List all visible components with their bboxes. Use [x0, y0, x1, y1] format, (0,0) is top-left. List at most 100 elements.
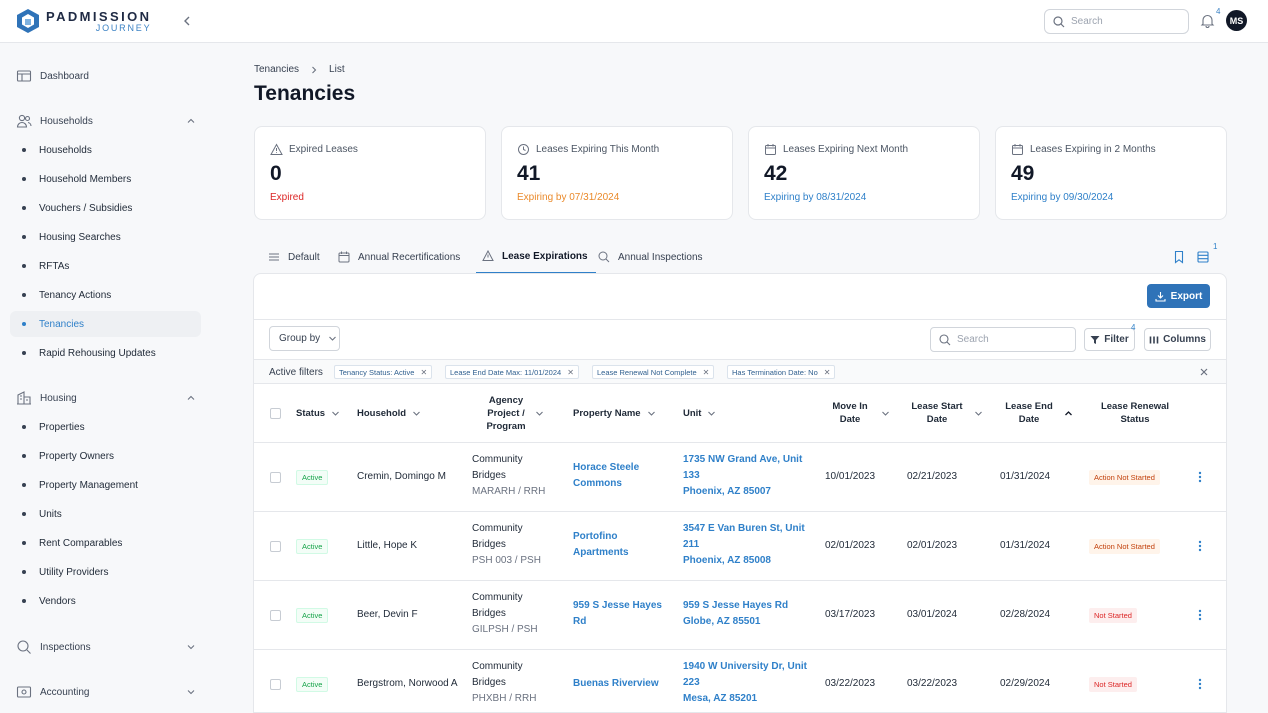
column-header-lease-start-date[interactable]: Lease Start Date	[906, 400, 983, 426]
close-icon[interactable]: ✕	[702, 367, 710, 377]
collapse-sidebar-icon[interactable]	[180, 14, 194, 28]
household-name: Beer, Devin F	[357, 609, 418, 620]
table-row[interactable]: Active Bergstrom, Norwood A Community Bri…	[254, 650, 1226, 712]
table-row[interactable]: Active Beer, Devin F Community Bridges GIL…	[254, 581, 1226, 650]
row-checkbox[interactable]	[270, 610, 281, 621]
sidebar-item-households[interactable]: Households	[10, 137, 201, 163]
column-header-agency-project-program[interactable]: Agency Project / Program	[483, 394, 544, 433]
bookmark-icon[interactable]	[1172, 250, 1186, 264]
filter-chip[interactable]: Lease Renewal Not Complete ✕	[592, 365, 715, 379]
calendar-icon	[1012, 144, 1023, 155]
property-link[interactable]: Buenas Riverview	[573, 676, 659, 692]
building-icon	[17, 391, 31, 405]
table-row[interactable]: Active Little, Hope K Community Bridges PS…	[254, 512, 1226, 581]
sidebar-item-tenancies[interactable]: Tenancies	[10, 311, 201, 337]
export-button[interactable]: Export	[1147, 284, 1210, 308]
global-search-input[interactable]	[1071, 16, 1171, 27]
unit-link[interactable]: 3547 E Van Buren St, Unit 211 Phoenix, AZ …	[683, 521, 805, 569]
card-expired-leases[interactable]: Expired Leases 0 Expired	[254, 126, 486, 220]
sidebar-item-dashboard[interactable]: Dashboard	[16, 66, 196, 86]
sidebar-section-accounting[interactable]: Accounting	[16, 682, 196, 702]
notifications-count: 4	[1216, 7, 1221, 16]
card-leases-expiring-next-month[interactable]: Leases Expiring Next Month 42 Expiring b…	[748, 126, 980, 220]
filter-icon	[1090, 335, 1100, 344]
unit-line: 211	[683, 539, 700, 550]
sidebar-item-vendors[interactable]: Vendors	[10, 588, 201, 614]
select-all-checkbox[interactable]	[270, 408, 281, 419]
logo[interactable]: PADMISSION JOURNEY	[16, 8, 151, 34]
sidebar-section-label: Inspections	[40, 641, 91, 653]
clear-filters-icon[interactable]	[1198, 366, 1210, 378]
row-checkbox[interactable]	[270, 541, 281, 552]
column-header-status[interactable]: Status	[296, 407, 340, 420]
filter-chip[interactable]: Tenancy Status: Active ✕	[334, 365, 433, 379]
avatar[interactable]: MS	[1226, 10, 1247, 31]
program-text: GILPSH / PSH	[472, 624, 538, 635]
unit-link[interactable]: 959 S Jesse Hayes Rd Globe, AZ 85501	[683, 598, 788, 630]
program-text: PHXBH / RRH	[472, 693, 537, 704]
property-link[interactable]: Portofino Apartments	[573, 529, 629, 561]
sidebar-item-properties[interactable]: Properties	[10, 414, 201, 440]
filter-chip-label: Has Termination Date: No	[732, 367, 818, 377]
saved-views-icon[interactable]	[1196, 250, 1210, 264]
sidebar-section-inspections[interactable]: Inspections	[16, 637, 196, 657]
property-link[interactable]: 959 S Jesse Hayes Rd	[573, 598, 662, 630]
sidebar-item-tenancy-actions[interactable]: Tenancy Actions	[10, 282, 201, 308]
column-header-lease-renewal-status[interactable]: Lease Renewal Status	[1096, 400, 1174, 426]
close-icon[interactable]: ✕	[420, 367, 428, 377]
column-header-move-in-date[interactable]: Move In Date	[825, 400, 890, 426]
row-checkbox[interactable]	[270, 472, 281, 483]
table-search[interactable]	[930, 327, 1076, 352]
tab-lease-expirations[interactable]: Lease Expirations	[476, 240, 596, 274]
more-vertical-icon[interactable]	[1194, 538, 1206, 554]
sidebar-section-housing[interactable]: Housing	[16, 388, 196, 408]
row-checkbox[interactable]	[270, 679, 281, 690]
sidebar-item-household-members[interactable]: Household Members	[10, 166, 201, 192]
sidebar-item-rent-comparables[interactable]: Rent Comparables	[10, 530, 201, 556]
sidebar-item-property-management[interactable]: Property Management	[10, 472, 201, 498]
property-link[interactable]: Horace Steele Commons	[573, 460, 639, 492]
filter-chip[interactable]: Lease End Date Max: 11/01/2024 ✕	[445, 365, 579, 379]
sidebar-item-utility-providers[interactable]: Utility Providers	[10, 559, 201, 585]
column-header-property-name[interactable]: Property Name	[573, 407, 656, 420]
sidebar-section-households[interactable]: Households	[16, 111, 196, 131]
columns-button[interactable]: Columns	[1144, 328, 1211, 351]
table-row[interactable]: Active Cremin, Domingo M Community Bridge…	[254, 443, 1226, 512]
card-leases-expiring-in-2-months[interactable]: Leases Expiring in 2 Months 49 Expiring …	[995, 126, 1227, 220]
sidebar-item-rapid-rehousing-updates[interactable]: Rapid Rehousing Updates	[10, 340, 201, 366]
list-icon	[269, 253, 279, 261]
breadcrumb-parent[interactable]: Tenancies	[254, 64, 300, 75]
sidebar-item-housing-searches[interactable]: Housing Searches	[10, 224, 201, 250]
agency-program: Community Bridges MARARH / RRH	[472, 452, 545, 500]
tab-default[interactable]: Default	[268, 240, 320, 274]
status-badge: Active	[296, 539, 329, 554]
more-vertical-icon[interactable]	[1194, 607, 1206, 623]
more-vertical-icon[interactable]	[1194, 676, 1206, 692]
tab-annual-recertifications[interactable]: Annual Recertifications	[338, 240, 460, 274]
card-value: 42	[764, 162, 788, 185]
unit-line: Globe, AZ 85501	[683, 616, 761, 627]
sidebar-item-property-owners[interactable]: Property Owners	[10, 443, 201, 469]
filter-button[interactable]: Filter	[1084, 328, 1135, 351]
close-icon[interactable]: ✕	[567, 367, 574, 377]
table-header: Status Household Agency Project / Program …	[254, 384, 1226, 443]
unit-link[interactable]: 1940 W University Dr, Unit 223 Mesa, AZ 85…	[683, 659, 807, 707]
notifications-bell-icon[interactable]	[1200, 13, 1215, 28]
property-line: Portofino	[573, 531, 618, 542]
unit-link[interactable]: 1735 NW Grand Ave, Unit 133 Phoenix, AZ 85…	[683, 452, 802, 500]
sidebar-item-units[interactable]: Units	[10, 501, 201, 527]
column-header-household[interactable]: Household	[357, 407, 421, 420]
tab-annual-inspections[interactable]: Annual Inspections	[598, 240, 703, 274]
column-header-unit[interactable]: Unit	[683, 407, 716, 420]
table-search-input[interactable]	[957, 334, 1057, 345]
sidebar-item-vouchers-subsidies[interactable]: Vouchers / Subsidies	[10, 195, 201, 221]
filter-chip[interactable]: Has Termination Date: No ✕	[727, 365, 836, 379]
close-icon[interactable]: ✕	[823, 367, 831, 377]
group-by-dropdown[interactable]: Group by	[269, 326, 340, 351]
sidebar-item-rftas[interactable]: RFTAs	[10, 253, 201, 279]
lease-end-date: 01/31/2024	[1000, 471, 1051, 482]
more-vertical-icon[interactable]	[1194, 469, 1206, 485]
global-search[interactable]	[1044, 9, 1189, 34]
card-leases-expiring-this-month[interactable]: Leases Expiring This Month 41 Expiring b…	[501, 126, 733, 220]
column-header-lease-end-date[interactable]: Lease End Date	[1000, 400, 1073, 426]
